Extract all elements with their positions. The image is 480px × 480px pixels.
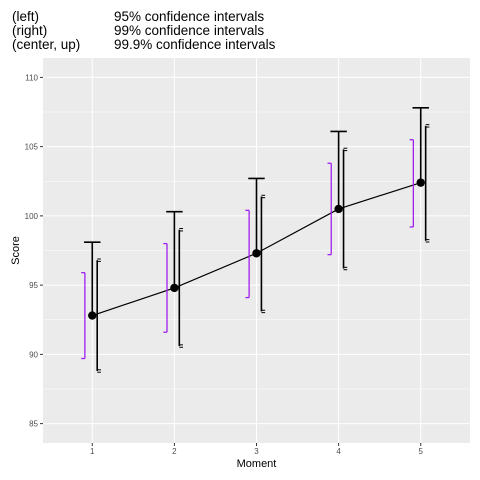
x-tick-label: 2 — [172, 447, 177, 456]
x-axis: 1 2 3 4 5 — [90, 443, 424, 456]
data-series — [81, 107, 430, 373]
x-tick-label: 5 — [419, 447, 424, 456]
x-tick-label: 3 — [254, 447, 259, 456]
y-axis: 85 90 95 100 105 110 — [25, 73, 43, 429]
y-tick-label: 105 — [25, 143, 39, 152]
y-tick-label: 110 — [25, 73, 38, 82]
title-text-right: 99% confidence intervals — [114, 23, 264, 38]
y-tick-label: 85 — [29, 420, 38, 429]
y-tick-label: 100 — [25, 212, 39, 221]
x-tick-label: 1 — [90, 447, 95, 456]
y-tick-label: 90 — [29, 350, 38, 359]
title-text-left: 95% confidence intervals — [114, 9, 264, 24]
data-point — [252, 249, 261, 258]
data-point — [170, 283, 179, 293]
data-point — [88, 311, 97, 320]
x-axis-title: Moment — [237, 458, 277, 470]
x-tick-label: 4 — [336, 447, 341, 456]
chart-title: (left) 95% confidence intervals (right) … — [12, 9, 276, 52]
y-tick-label: 95 — [29, 281, 38, 290]
y-axis-title: Score — [10, 236, 22, 265]
data-point — [416, 178, 425, 187]
title-label-left: (left) — [12, 9, 39, 24]
title-label-center-up: (center, up) — [12, 37, 80, 52]
title-label-right: (right) — [12, 23, 47, 38]
title-text-center-up: 99.9% confidence intervals — [114, 37, 276, 52]
data-point — [334, 204, 343, 214]
